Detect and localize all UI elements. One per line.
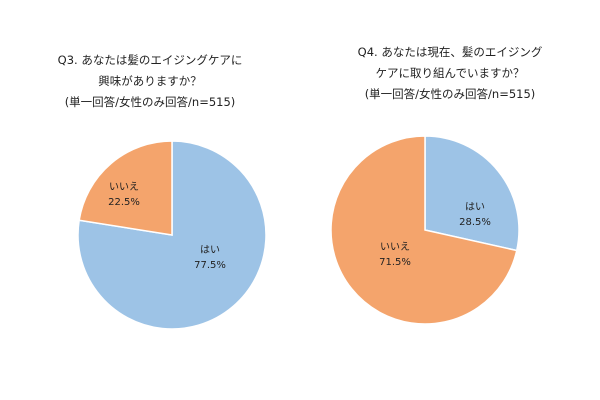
chart-q4: Q4. あなたは現在、髪のエイジング ケアに取り組んでいますか？ (単一回答/女… — [300, 0, 600, 400]
slice-category-label: いいえ — [109, 181, 139, 193]
chart-q3: Q3. あなたは髪のエイジングケアに 興味がありますか？ (単一回答/女性のみ回… — [0, 50, 300, 330]
pie-chart-q3: はい 77.5% いいえ 22.5% — [77, 140, 267, 330]
chart-title: Q3. あなたは髪のエイジングケアに 興味がありますか？ (単一回答/女性のみ回… — [0, 50, 300, 113]
chart-title-line: Q3. あなたは髪のエイジングケアに — [57, 53, 243, 67]
slice-category-label: はい — [465, 201, 485, 213]
chart-title-line: ケアに取り組んでいますか？ — [375, 66, 525, 80]
pie-slice-no — [330, 135, 518, 325]
slice-value-label: 28.5% — [459, 217, 491, 228]
pie-chart-q4: はい 28.5% いいえ 71.5% — [330, 135, 520, 325]
slice-value-label: 77.5% — [194, 260, 226, 271]
slice-value-label: 71.5% — [379, 257, 411, 268]
pie-slice-yes — [424, 135, 520, 252]
chart-title-line: Q4. あなたは現在、髪のエイジング — [357, 45, 543, 59]
chart-subtitle: (単一回答/女性のみ回答/n=515) — [364, 87, 536, 101]
slice-category-label: はい — [200, 244, 220, 256]
pie-slice-yes — [77, 140, 267, 330]
pie-slice-no — [78, 140, 173, 236]
chart-title: Q4. あなたは現在、髪のエイジング ケアに取り組んでいますか？ (単一回答/女… — [300, 42, 600, 105]
slice-value-label: 22.5% — [108, 197, 140, 208]
chart-subtitle: (単一回答/女性のみ回答/n=515) — [64, 95, 236, 109]
slice-category-label: いいえ — [380, 241, 410, 253]
chart-title-line: 興味がありますか？ — [98, 74, 202, 88]
